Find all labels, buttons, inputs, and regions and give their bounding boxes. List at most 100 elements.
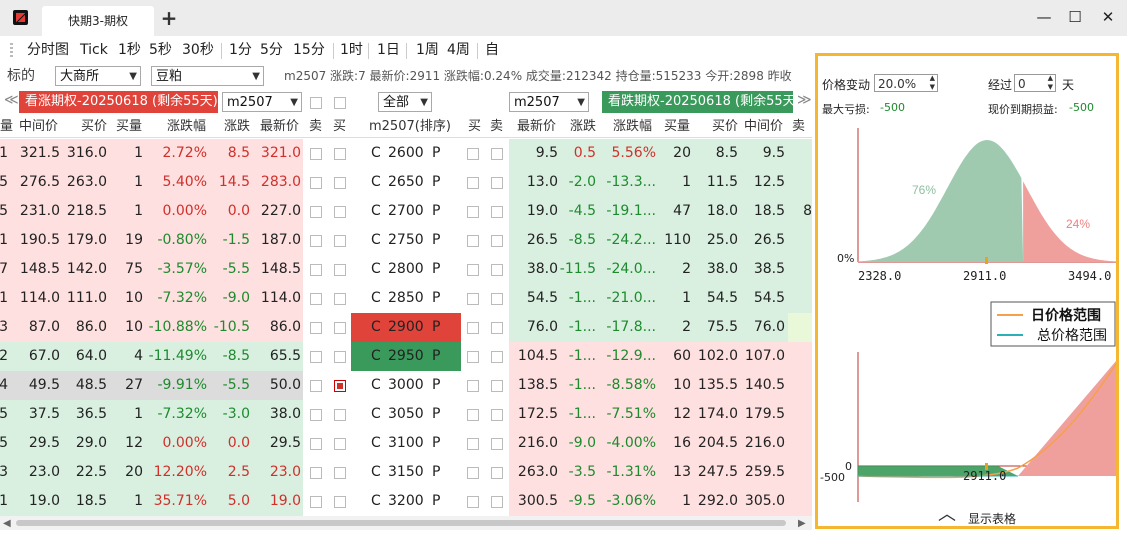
call-sell-checkbox[interactable] (310, 409, 322, 421)
table-row[interactable]: 1 19.0 18.5 1 35.71% 5.0 19.0 C 3200 P 300.5 -9.5 -3… (0, 487, 812, 516)
call-buy-checkbox[interactable] (334, 467, 346, 479)
call-buy-checkbox[interactable] (334, 264, 346, 276)
contract-select-right[interactable]: m2507 ▼ (509, 92, 589, 112)
header-left-5[interactable]: 涨跌 (224, 119, 251, 134)
call-sell-checkbox[interactable] (310, 351, 322, 363)
table-row[interactable]: 3 23.0 22.5 20 12.20% 2.5 23.0 C 3150 P 263.0 -3.5-… (0, 458, 812, 487)
table-row[interactable]: 5 37.5 36.5 1 -7.32% -3.0 38.0 C 3050 P 172.5 -1...… (0, 400, 812, 429)
table-row[interactable]: 4 49.5 48.5 27 -9.91% -5.5 50.0 C 3000 P 138.5 -1..… (0, 371, 812, 400)
window-tab[interactable]: 快期3-期权 (42, 6, 154, 36)
put-buy-checkbox[interactable] (467, 177, 479, 189)
call-buy-checkbox[interactable] (334, 351, 346, 363)
header-right-7[interactable]: 中间价 (744, 119, 784, 134)
put-buy-checkbox[interactable] (467, 438, 479, 450)
put-sell-checkbox[interactable] (491, 235, 503, 247)
table-row[interactable]: 5 231.0 218.5 1 0.00% 0.0 227.0 C 2700 P 19.0 -4.5-… (0, 197, 812, 226)
call-buy-checkbox[interactable] (334, 409, 346, 421)
call-buy-checkbox[interactable] (334, 322, 346, 334)
header-strike-sort[interactable]: m2507(排序) (369, 119, 451, 134)
header-left-0[interactable]: 量 (0, 119, 14, 134)
header-left-8[interactable]: 买 (333, 119, 347, 134)
call-buy-checkbox[interactable] (334, 148, 346, 160)
table-row[interactable]: 1 114.0 111.0 10 -7.32% -9.0 114.0 C 2850 P 54.5 -1… (0, 284, 812, 313)
period-9-button[interactable]: 1日 (377, 42, 400, 58)
put-buy-checkbox[interactable] (467, 148, 479, 160)
put-sell-checkbox[interactable] (491, 264, 503, 276)
call-sell-checkbox[interactable] (310, 293, 322, 305)
header-right-1[interactable]: 卖 (490, 119, 504, 134)
call-sell-checkbox[interactable] (310, 264, 322, 276)
period-5-button[interactable]: 1分 (229, 42, 252, 58)
call-buy-checkbox[interactable] (334, 235, 346, 247)
spinner-arrows-icon[interactable]: ▲ ▼ (1047, 74, 1053, 91)
header-right-5[interactable]: 买量 (664, 119, 691, 134)
call-sell-checkbox[interactable] (310, 322, 322, 334)
period-8-button[interactable]: 1时 (340, 42, 363, 58)
table-row[interactable]: 5 29.5 29.0 12 0.00% 0.0 29.5 C 3100 P 216.0 -9.0 -4… (0, 429, 812, 458)
header-left-1[interactable]: 中间价 (19, 119, 59, 134)
scrollbar-thumb[interactable] (16, 520, 786, 526)
put-sell-checkbox[interactable] (491, 148, 503, 160)
call-buy-checkbox[interactable] (334, 293, 346, 305)
call-sell-checkbox[interactable] (310, 467, 322, 479)
call-buy-checkbox[interactable] (334, 380, 346, 392)
table-row[interactable]: 5 276.5 263.0 1 5.40% 14.5 283.0 C 2650 P 13.0 -2.0… (0, 168, 812, 197)
days-input[interactable]: 0 ▲ ▼ (1014, 74, 1056, 92)
type-filter-select[interactable]: 全部 ▼ (378, 92, 432, 112)
spinner-arrows-icon[interactable]: ▲ ▼ (929, 74, 935, 91)
call-sell-checkbox[interactable] (310, 235, 322, 247)
put-sell-checkbox[interactable] (491, 467, 503, 479)
put-sell-checkbox[interactable] (491, 438, 503, 450)
put-sell-checkbox[interactable] (491, 322, 503, 334)
put-sell-checkbox[interactable] (491, 293, 503, 305)
minimize-icon[interactable]: — (1036, 8, 1052, 26)
header-left-3[interactable]: 买量 (116, 119, 143, 134)
header-right-2[interactable]: 最新价 (517, 119, 557, 134)
put-buy-checkbox[interactable] (467, 206, 479, 218)
put-buy-checkbox[interactable] (467, 351, 479, 363)
period-11-button[interactable]: 4周 (447, 42, 470, 58)
period-2-button[interactable]: 1秒 (118, 42, 141, 58)
put-sell-checkbox[interactable] (491, 380, 503, 392)
contract-select-left[interactable]: m2507 ▼ (222, 92, 302, 112)
put-buy-checkbox[interactable] (467, 235, 479, 247)
call-sell-checkbox[interactable] (310, 496, 322, 508)
call-sell-checkbox[interactable] (310, 438, 322, 450)
header-left-6[interactable]: 最新价 (260, 119, 300, 134)
period-7-button[interactable]: 15分 (293, 42, 325, 58)
header-right-8[interactable]: 卖 (792, 119, 806, 134)
put-sell-checkbox[interactable] (491, 496, 503, 508)
put-buy-checkbox[interactable] (467, 467, 479, 479)
call-sell-checkbox[interactable] (310, 206, 322, 218)
header-right-0[interactable]: 买 (468, 119, 482, 134)
header-right-6[interactable]: 买价 (712, 119, 739, 134)
show-table-button[interactable]: 显示表格 (968, 512, 1017, 526)
table-row[interactable]: 7 148.5 142.0 75 -3.57% -5.5 148.5 C 2800 P 38.0 -1… (0, 255, 812, 284)
call-buy-checkbox[interactable] (334, 496, 346, 508)
put-buy-checkbox[interactable] (467, 496, 479, 508)
period-0-button[interactable]: 分时图 (27, 42, 69, 58)
put-sell-checkbox[interactable] (491, 351, 503, 363)
header-left-2[interactable]: 买价 (81, 119, 108, 134)
period-3-button[interactable]: 5秒 (149, 42, 172, 58)
table-row[interactable]: 3 87.0 86.0 10 -10.88% -10.5 86.0 C 2900 P 76.0 -1.… (0, 313, 812, 342)
put-sell-checkbox[interactable] (491, 177, 503, 189)
put-buy-checkbox[interactable] (467, 322, 479, 334)
header-right-3[interactable]: 涨跌 (570, 119, 597, 134)
put-buy-checkbox[interactable] (467, 380, 479, 392)
header-left-7[interactable]: 卖 (309, 119, 323, 134)
price-change-input[interactable]: 20.0% ▲ ▼ (874, 74, 938, 92)
header-left-4[interactable]: 涨跌幅 (167, 119, 207, 134)
put-buy-checkbox[interactable] (467, 409, 479, 421)
scroll-left-icon[interactable]: ≪ (4, 92, 19, 108)
maximize-icon[interactable]: ☐ (1068, 8, 1082, 26)
header-right-4[interactable]: 涨跌幅 (613, 119, 653, 134)
call-sell-checkbox[interactable] (310, 148, 322, 160)
checkbox[interactable] (334, 97, 346, 109)
table-row[interactable]: 2 67.0 64.0 4 -11.49% -8.5 65.5 C 2950 P 104.5 -1..… (0, 342, 812, 371)
put-sell-checkbox[interactable] (491, 409, 503, 421)
scroll-left-arrow-icon[interactable]: ◀ (3, 518, 11, 529)
period-10-button[interactable]: 1周 (416, 42, 439, 58)
period-6-button[interactable]: 5分 (260, 42, 283, 58)
call-buy-checkbox[interactable] (334, 206, 346, 218)
